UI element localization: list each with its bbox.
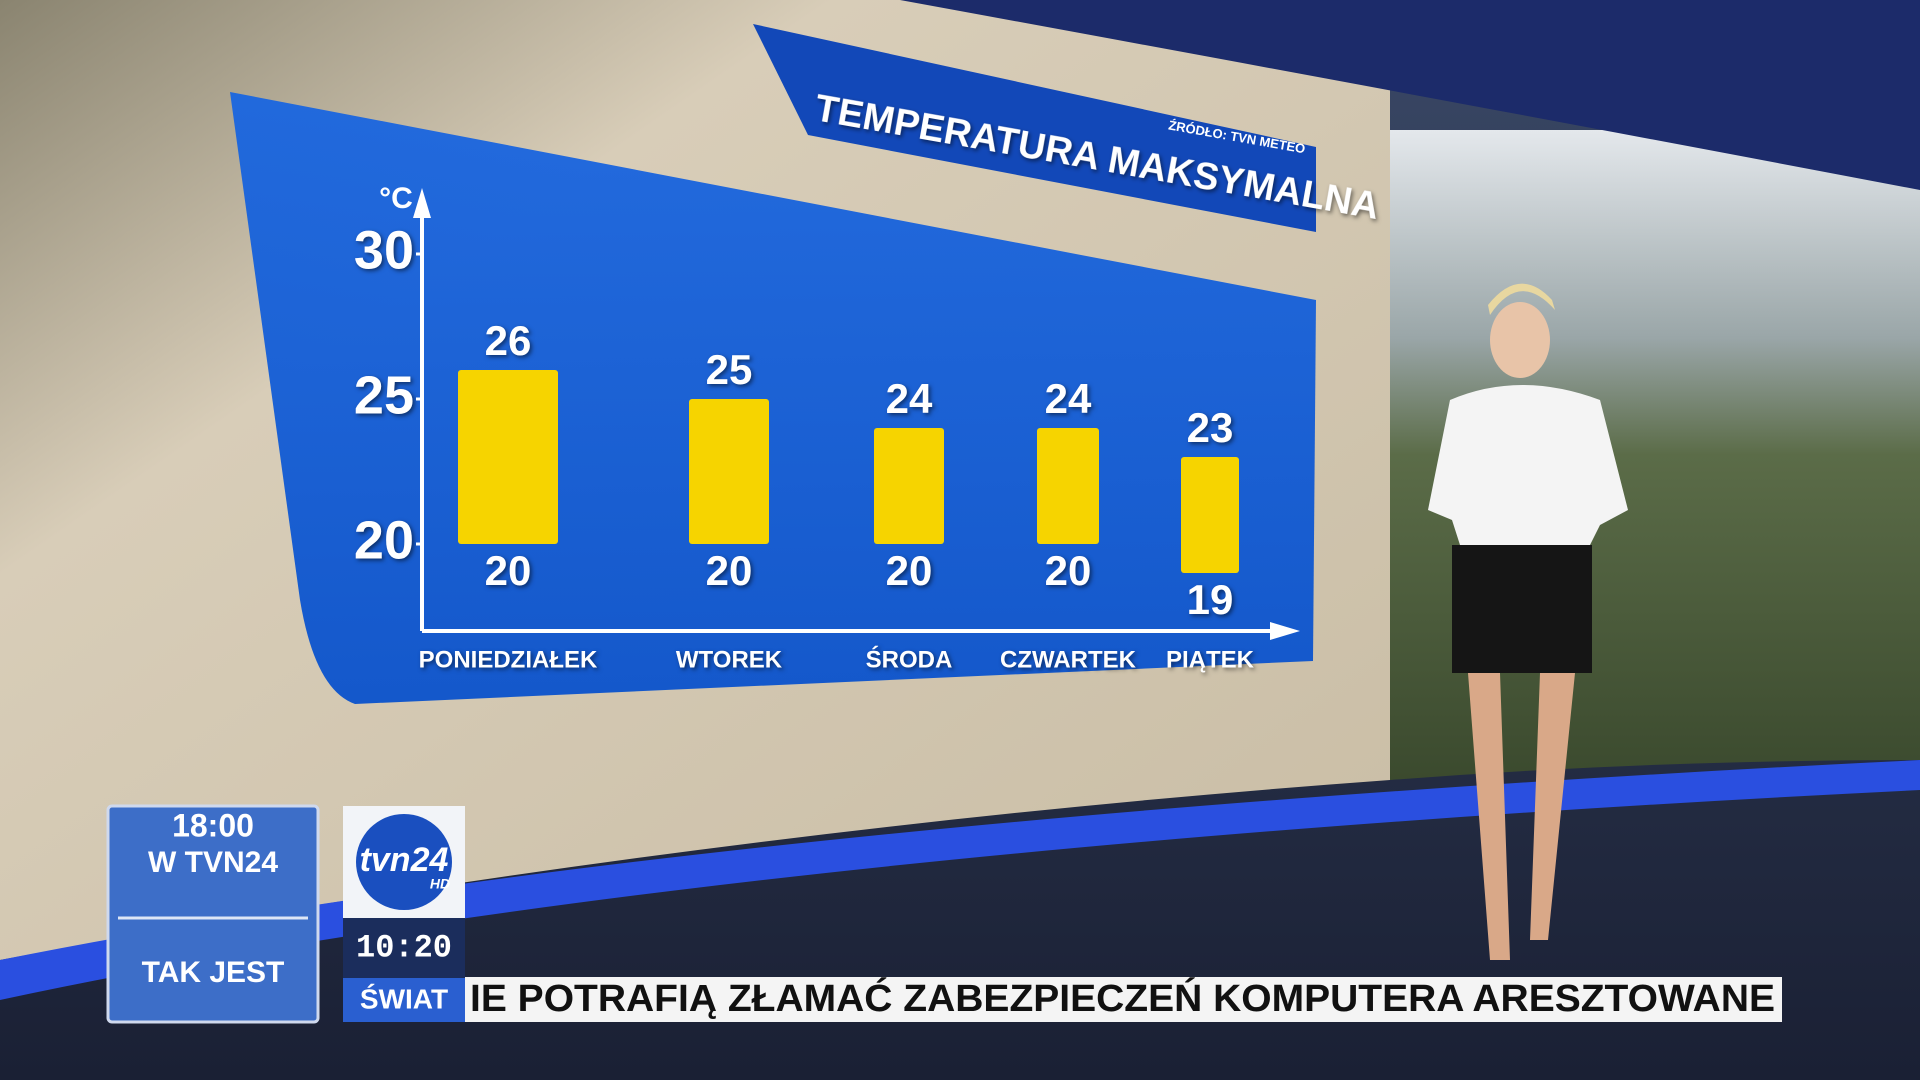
- promo-box: 18:00 W TVN24 TAK JEST: [106, 804, 320, 1024]
- channel-logo: tvn24 HD: [343, 806, 465, 918]
- high-label: 24: [1045, 375, 1092, 422]
- low-label: 20: [706, 547, 753, 594]
- ticker-section: ŚWIAT: [360, 983, 448, 1014]
- bar: [1037, 428, 1099, 544]
- ticker-bar: [465, 977, 1782, 1022]
- low-label: 19: [1187, 576, 1234, 623]
- x-axis-arrow: [1270, 622, 1300, 640]
- low-label: 20: [1045, 547, 1092, 594]
- clock: 10:20: [356, 929, 452, 966]
- studio-light-strip: [0, 760, 1920, 1000]
- x-tick-label: WTOREK: [676, 646, 783, 673]
- chart-panel: [230, 92, 1316, 704]
- studio-top: [900, 0, 1920, 190]
- low-label: 20: [886, 547, 933, 594]
- bar: [874, 428, 944, 544]
- bar: [1181, 457, 1239, 573]
- promo-show: TAK JEST: [142, 956, 285, 989]
- clock-box: [343, 918, 465, 978]
- title-banner: [753, 24, 1316, 232]
- ticker-section-box: [343, 978, 465, 1022]
- high-label: 24: [886, 375, 933, 422]
- chart-plot: 20 25 30 PONIEDZIAŁEK 26 20 WTOREK 25 20 ŚRODA 24 2…: [354, 188, 1300, 673]
- x-tick-label: ŚRODA: [866, 645, 953, 673]
- y-tick-label: 30: [354, 220, 414, 280]
- y-axis-unit: °C: [379, 182, 413, 215]
- presenter: [1428, 283, 1628, 960]
- y-tick-label: 25: [354, 365, 414, 425]
- logo-hd: HD: [430, 876, 450, 892]
- bar: [689, 399, 769, 544]
- high-label: 25: [706, 346, 753, 393]
- x-tick-label: PONIEDZIAŁEK: [419, 646, 598, 673]
- x-tick-label: PIĄTEK: [1166, 646, 1255, 673]
- ticker-text: IE POTRAFIĄ ZŁAMAĆ ZABEZPIECZEŃ KOMPUTER…: [470, 976, 1775, 1020]
- y-axis-arrow: [413, 188, 431, 218]
- x-tick-label: CZWARTEK: [1000, 646, 1137, 673]
- bar: [458, 370, 558, 544]
- logo-name: tvn24: [360, 841, 449, 879]
- high-label: 26: [485, 317, 532, 364]
- y-tick-label: 20: [354, 510, 414, 570]
- low-label: 20: [485, 547, 532, 594]
- high-label: 23: [1187, 404, 1234, 451]
- promo-time: 18:00: [172, 807, 254, 843]
- promo-channel: W TVN24: [148, 846, 278, 879]
